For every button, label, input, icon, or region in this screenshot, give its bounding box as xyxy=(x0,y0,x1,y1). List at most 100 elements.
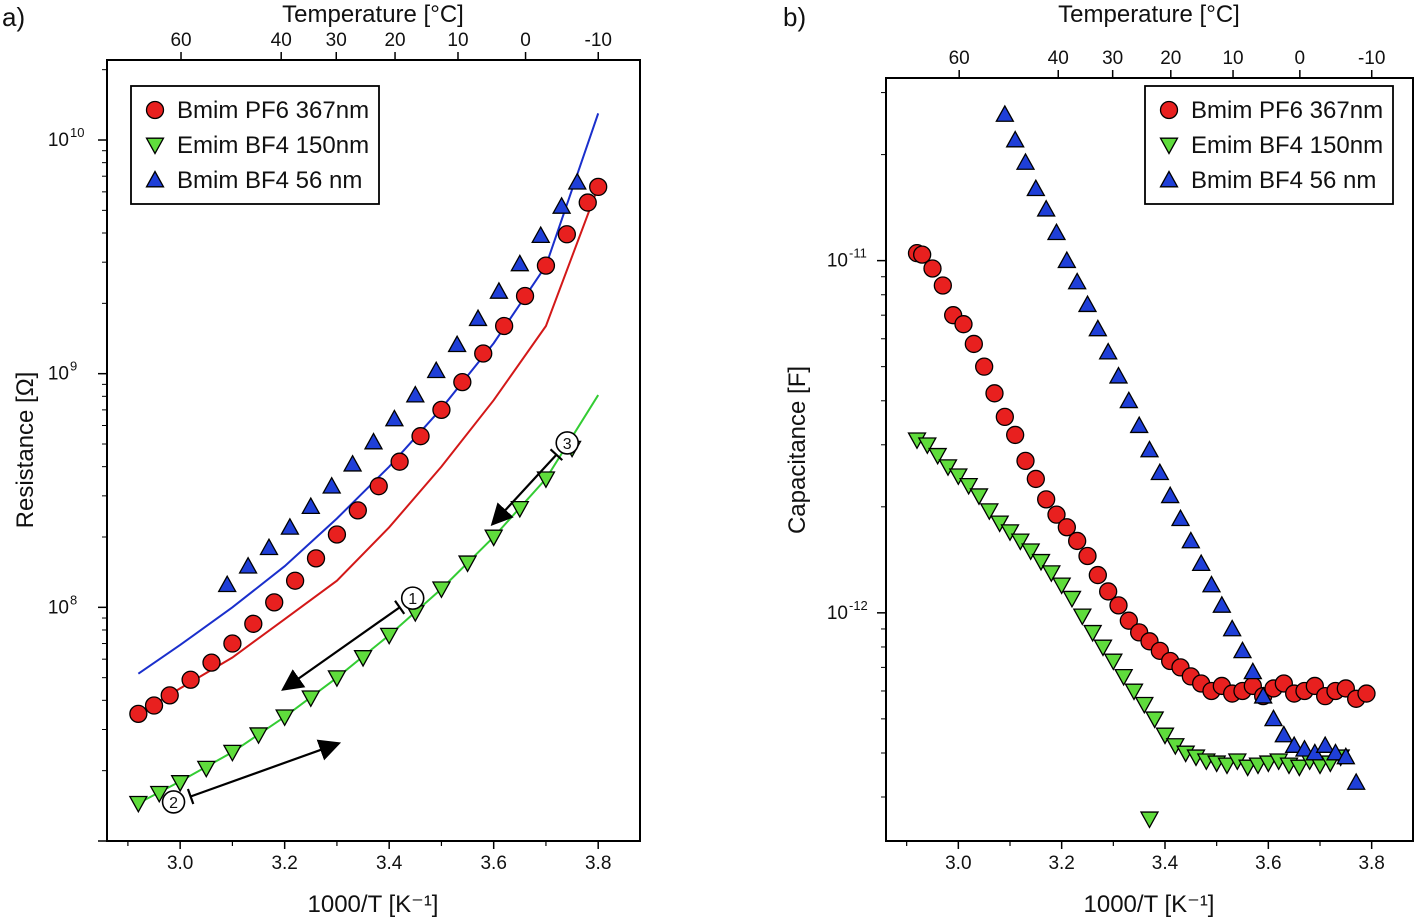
chart-a-point xyxy=(259,537,279,556)
chart-a-toptick-label: 0 xyxy=(520,30,531,51)
chart-b-point xyxy=(1072,608,1092,626)
chart-b-point xyxy=(1243,661,1263,680)
chart-b-point xyxy=(1129,415,1149,434)
chart-a-xtick-label: 3.2 xyxy=(271,853,297,874)
chart-b-point xyxy=(1046,222,1067,241)
chart-b-point xyxy=(1036,199,1056,217)
chart-a-xtick-label: 3.0 xyxy=(167,853,193,874)
chart-b-point xyxy=(1212,595,1232,613)
chart-a-point xyxy=(578,193,597,212)
chart-b-toptick-label: 30 xyxy=(1102,48,1123,69)
chart-a-point xyxy=(489,281,509,299)
chart-b-point xyxy=(1258,755,1278,773)
chart-a-point xyxy=(275,709,295,727)
chart-b-point xyxy=(995,407,1014,427)
chart-a-annotation-cap xyxy=(394,600,406,615)
chart-a-xtick-label: 3.6 xyxy=(480,853,506,874)
chart-a-fit-line xyxy=(137,186,600,715)
chart-a-point xyxy=(248,727,269,745)
chart-b-point xyxy=(1052,577,1072,595)
chart-b-point xyxy=(1145,711,1165,729)
chart-b-point xyxy=(1294,739,1315,757)
chart-a-point xyxy=(536,256,556,275)
chart-b-toptick-label: 20 xyxy=(1160,48,1181,69)
chart-b-point xyxy=(923,259,942,278)
chart-a-point xyxy=(322,476,342,494)
chart-b-ytick-label: 10 xyxy=(827,603,848,624)
chart-a-annotation-badge xyxy=(161,790,186,814)
chart-b-point xyxy=(1037,490,1056,509)
chart-a-ytick-label: 10 xyxy=(48,364,69,385)
chart-a-legend-box xyxy=(130,85,380,205)
chart-a-point xyxy=(160,686,179,705)
chart-a-legend-marker xyxy=(145,170,165,188)
chart-b-point xyxy=(1062,590,1082,609)
chart-b-point xyxy=(954,315,973,334)
chart-a-point xyxy=(536,471,556,489)
chart-a-point xyxy=(453,372,472,392)
chart-b-legend-label: Emim BF4 150nm xyxy=(1191,132,1383,159)
chart-a-point xyxy=(265,593,284,612)
chart-a-toptick-label: 10 xyxy=(447,30,468,51)
chart-b-point xyxy=(1068,531,1087,551)
chart-b-xlabel: 1000/T [K⁻¹] xyxy=(1084,891,1215,918)
chart-b-point xyxy=(1357,684,1376,703)
chart-a-point xyxy=(531,225,551,244)
chart-b-point xyxy=(1006,425,1025,445)
chart-a-annotation-label: 1 xyxy=(408,591,417,608)
chart-a-point xyxy=(405,385,425,403)
chart-a-point xyxy=(447,334,467,353)
chart-a-annotation-arrow xyxy=(490,453,558,527)
chart-b-point xyxy=(1047,505,1066,524)
chart-b-point xyxy=(975,357,994,376)
chart-a-point xyxy=(217,574,237,593)
chart-b-xtick-label: 3.4 xyxy=(1152,853,1179,874)
chart-a-point xyxy=(567,172,587,190)
chart-b-point xyxy=(1232,641,1253,659)
chart-a-legend-label: Emim BF4 150nm xyxy=(177,132,369,159)
chart-a-point xyxy=(474,344,493,363)
chart-b-point xyxy=(1139,440,1160,458)
chart-a-point xyxy=(202,653,221,672)
chart-a-toptick-label: 60 xyxy=(170,30,191,51)
chart-a-point xyxy=(390,452,409,471)
chart-b-point xyxy=(1325,743,1346,761)
chart-a-annotation-badge xyxy=(400,586,425,610)
chart-a-point xyxy=(510,500,530,519)
chart-b-point xyxy=(1150,462,1170,481)
chart-b-legend-marker xyxy=(1159,100,1179,120)
chart-a-annotation-arrow xyxy=(190,739,342,798)
chart-a-ytick-exp: 8 xyxy=(70,592,77,607)
chart-a-ytick-exp: 9 xyxy=(70,359,77,374)
chart-b-point xyxy=(990,515,1010,533)
chart-b-plot-area xyxy=(885,77,1414,842)
chart-a-top-xlabel: Temperature [°C] xyxy=(282,1,464,28)
chart-b-point xyxy=(1057,518,1076,537)
chart-b-point xyxy=(1021,543,1041,561)
chart-b-point xyxy=(1289,759,1309,777)
chart-b-point xyxy=(985,384,1004,403)
chart-a-ytick-label: 10 xyxy=(48,597,69,618)
chart-a-point xyxy=(144,696,164,715)
chart-a-point xyxy=(468,308,488,327)
chart-b-legend-marker xyxy=(1159,170,1179,188)
chart-b-toptick-label: 40 xyxy=(1048,48,1069,69)
chart-b-toptick-label: 10 xyxy=(1222,48,1243,69)
chart-b-top-xlabel: Temperature [°C] xyxy=(1058,1,1240,28)
chart-a-point xyxy=(411,427,430,446)
chart-a-annotation-cap xyxy=(186,788,195,805)
chart-a-point xyxy=(222,744,243,762)
chart-b-point xyxy=(913,245,932,264)
chart-a-point xyxy=(510,254,530,272)
chart-b-point xyxy=(1346,772,1366,790)
chart-b-legend-box xyxy=(1144,85,1394,205)
chart-a-point xyxy=(301,690,321,708)
chart-a-annotation-arrow xyxy=(281,606,401,691)
chart-b-point xyxy=(1274,725,1294,743)
chart-a: Temperature [°C] 1000/T [K⁻¹] Resistance… xyxy=(12,1,641,918)
chart-b-point xyxy=(933,276,952,295)
chart-b-point xyxy=(1108,366,1129,384)
chart-b-point xyxy=(1099,582,1118,601)
chart-a-point xyxy=(342,454,363,472)
chart-b-point xyxy=(1088,565,1107,585)
